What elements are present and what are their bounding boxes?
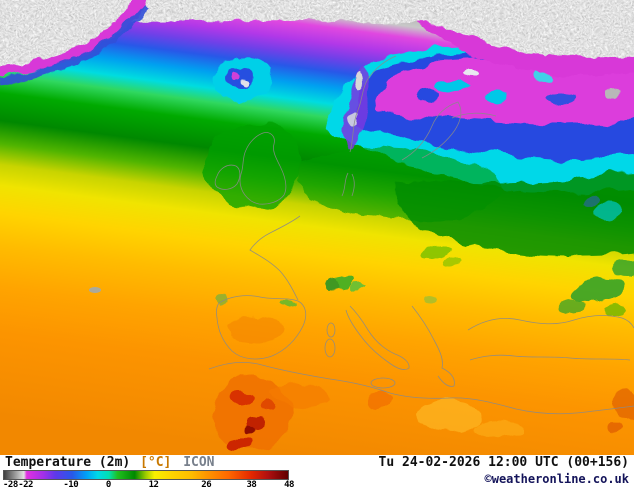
coastline-adriatic-greece — [411, 305, 455, 387]
coastline-baltic — [401, 101, 462, 161]
scale-tick-label: 38 — [246, 480, 257, 490]
scale-tick-label: 0 — [105, 480, 111, 490]
iceland-region — [212, 55, 273, 102]
coastline-iberia — [216, 295, 307, 360]
scale-tick-label: -10 — [63, 480, 79, 490]
cool-air-east — [394, 171, 634, 257]
coastline-black-sea — [467, 315, 634, 331]
coastline-anatolia — [469, 354, 631, 361]
map-title: Temperature (2m) [°C] ICON — [5, 455, 215, 470]
scale-tick-label: 12 — [148, 480, 159, 490]
coastline-norway — [349, 55, 397, 153]
coastline-gulf-of-finland — [451, 112, 497, 119]
temperature-scale: -28 -22 -10 0 12 26 38 48 — [3, 470, 294, 490]
map-title-model: ICON — [183, 455, 215, 470]
coastline-north-africa — [208, 362, 634, 415]
map-timestamp: Tu 24-02-2026 12:00 UTC (00+156) — [378, 455, 629, 470]
coastline-italy — [345, 305, 410, 370]
hot-spots-south — [212, 316, 634, 450]
scale-tick-label: 26 — [201, 480, 212, 490]
greenland-region — [0, 0, 149, 86]
coastline-sicily — [370, 377, 396, 389]
temperature-map — [0, 0, 634, 455]
small-island-speck — [89, 287, 101, 293]
scale-tick-label: -28 — [3, 480, 18, 490]
coastline-ireland — [214, 164, 241, 190]
copyright-link[interactable]: ©weatheronline.co.uk — [484, 472, 630, 486]
coastline-denmark — [341, 172, 355, 197]
map-title-parameter: Temperature (2m) — [5, 455, 131, 470]
scale-tick-label: 48 — [284, 480, 294, 490]
temperature-scale-bar — [3, 470, 289, 480]
arctic-ice-top-strip — [0, 0, 634, 26]
coastline-sardinia — [324, 338, 336, 358]
scale-tick-label: -22 — [18, 480, 33, 490]
coastline-france — [249, 215, 301, 301]
temperature-scale-ticks: -28 -22 -10 0 12 26 38 48 — [3, 480, 294, 490]
mountain-cool-spots — [216, 244, 634, 316]
coastlines — [208, 55, 634, 415]
coastline-britain — [239, 132, 287, 205]
map-footer: Temperature (2m) [°C] ICON Tu 24-02-2026… — [0, 455, 634, 490]
map-title-unit: [°C] — [140, 455, 172, 470]
temperature-map-svg — [0, 0, 634, 455]
coastline-corsica — [326, 322, 336, 338]
